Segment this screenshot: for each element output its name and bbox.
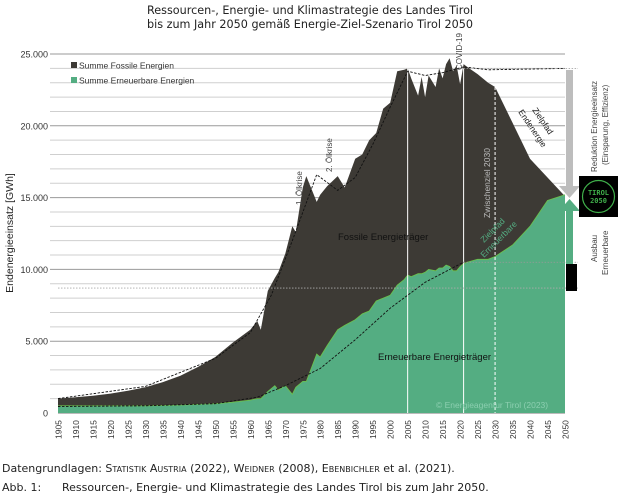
x-tick-label: 2005 (403, 420, 413, 439)
source-note: Datengrundlagen: Statistik Austria (2022… (2, 462, 455, 475)
source-prefix: Datengrundlagen: (2, 462, 106, 475)
legend: Summe Fossile Energien Summe Erneuerbare… (71, 61, 195, 86)
x-tick-label: 2045 (543, 420, 553, 439)
x-tick-label: 2000 (386, 420, 396, 439)
x-tick-label: 1940 (176, 420, 186, 439)
trend-line-renewable (57, 261, 464, 407)
x-tick-label: 1905 (54, 420, 64, 439)
x-tick-label: 1980 (316, 420, 326, 439)
source-1-year: (2022), (186, 462, 234, 475)
x-tick-label: 1995 (368, 420, 378, 439)
area-renewable (58, 194, 565, 413)
logo-text-tirol: TIROL (588, 189, 609, 197)
y-tick-label: 10.000 (20, 265, 48, 275)
source-2-year: (2008), (274, 462, 322, 475)
reduction-arrow (559, 70, 580, 198)
area-series (58, 58, 566, 414)
y-axis-ticks: 0 5.000 10.000 15.000 20.000 25.000 (20, 50, 48, 419)
logo-text-2050: 2050 (590, 197, 607, 205)
x-tick-label: 2010 (421, 420, 431, 439)
x-tick-label: 2050 (561, 420, 571, 439)
chart-title-line1: Ressourcen-, Energie- und Klimastrategie… (146, 4, 474, 17)
copyright: © Energieagentur Tirol (2023) (436, 400, 548, 410)
x-tick-label: 2025 (473, 420, 483, 439)
source-ebenbichler: Ebenbichler (321, 462, 380, 475)
x-tick-label: 2020 (456, 420, 466, 439)
legend-swatch-renewable (71, 77, 77, 83)
legend-label-renewable: Summe Erneuerbare Energien (79, 76, 195, 86)
trend-line-total (57, 66, 566, 400)
chart-title-line2: bis zum Jahr 2050 gemäß Energie-Ziel-Sze… (147, 18, 473, 31)
trend-lines (57, 66, 578, 407)
y-tick-label: 15.000 (20, 193, 48, 203)
x-tick-label: 1975 (298, 420, 308, 439)
figure-caption-text: Ressourcen-, Energie- und Klimastrategie… (62, 481, 489, 494)
x-tick-label: 1945 (193, 420, 203, 439)
renewable-edge (58, 194, 566, 407)
x-axis-ticks: 1905 1910 1915 1920 1925 1930 1935 1940 1945 1950… (54, 413, 571, 439)
reduction-label-line2: (Einsparung, Effizienz) (601, 84, 610, 165)
x-tick-label: 1930 (141, 420, 151, 439)
annotation-oilcrisis-1: 1. Ölkrise (295, 171, 304, 205)
x-tick-label: 1985 (333, 420, 343, 439)
x-tick-label: 1920 (106, 420, 116, 439)
y-tick-label: 0 (43, 409, 48, 419)
figure-caption: Abb. 1: Ressourcen-, Energie- und Klimast… (2, 481, 489, 494)
ausbau-label-line1: Ausbau (590, 235, 599, 262)
legend-label-fossil: Summe Fossile Energien (79, 61, 174, 71)
x-tick-label: 1960 (246, 420, 256, 439)
y-axis-label: Endenergieeinsatz [GWh] (4, 173, 16, 293)
x-tick-label: 2040 (526, 420, 536, 439)
tirol-2050-logo: TIROL 2050 (579, 176, 618, 217)
reduction-label-line1: Reduktion Energieeinsatz (590, 81, 599, 172)
x-tick-label: 1955 (228, 420, 238, 439)
source-weidner: Weidner (233, 462, 275, 475)
x-tick-label: 1925 (123, 420, 133, 439)
annotation-covid: COVID-19 (455, 33, 464, 70)
annotation-oilcrisis-2: 2. Ölkrise (325, 138, 334, 172)
vertical-markers (407, 68, 496, 413)
y-tick-label: 25.000 (20, 50, 48, 60)
x-tick-label: 1965 (263, 420, 273, 439)
annotation-zwischenziel: Zwischenziel 2030 (482, 148, 492, 218)
ausbau-arrow (559, 199, 580, 291)
x-tick-label: 2030 (491, 420, 501, 439)
ausbau-label-line2: Erneuerbare (601, 230, 610, 275)
y-tick-label: 20.000 (20, 121, 48, 131)
y-tick-label: 5.000 (25, 337, 48, 347)
x-tick-label: 1910 (71, 420, 81, 439)
legend-swatch-fossil (71, 62, 77, 68)
label-renewable-area: Erneuerbare Energieträger (378, 352, 491, 363)
x-tick-label: 2015 (438, 420, 448, 439)
x-tick-label: 1915 (88, 420, 98, 439)
x-tick-label: 2035 (508, 420, 518, 439)
x-tick-label: 1935 (158, 420, 168, 439)
x-tick-label: 1950 (211, 420, 221, 439)
source-3-rest: et al. (2021). (379, 462, 455, 475)
x-tick-label: 1990 (351, 420, 361, 439)
source-statistik-austria: Statistik Austria (105, 462, 187, 475)
figure-label: Abb. 1: (2, 481, 42, 494)
label-fossil-area: Fossile Energieträger (338, 232, 428, 243)
ausbau-black-bar (566, 264, 577, 291)
x-tick-label: 1970 (281, 420, 291, 439)
chart-title: Ressourcen-, Energie- und Klimastrategie… (100, 4, 520, 32)
